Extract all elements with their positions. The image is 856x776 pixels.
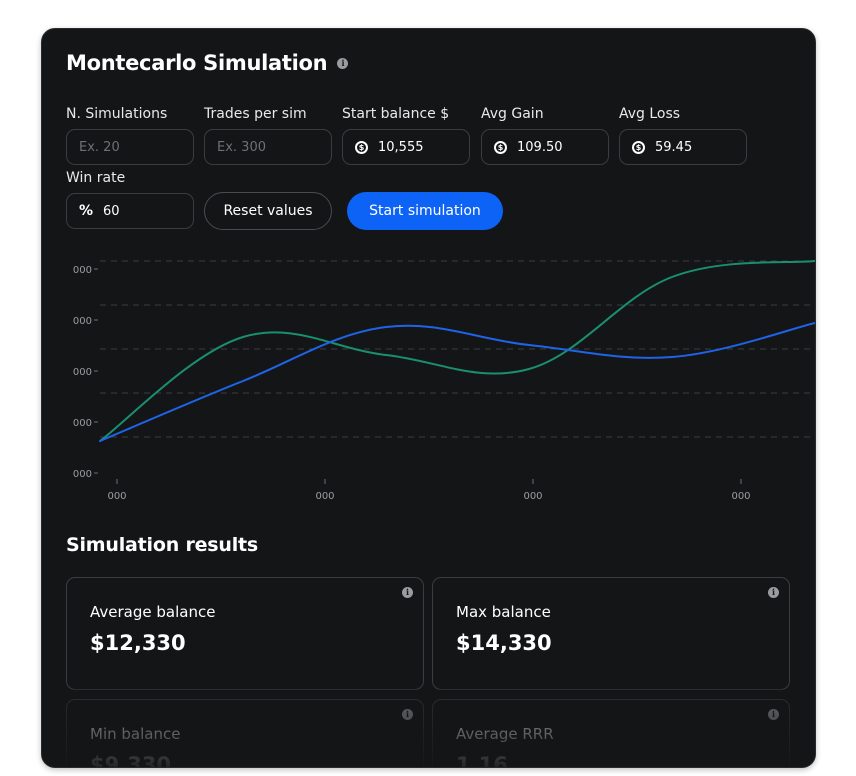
avg-gain-input[interactable] bbox=[517, 139, 608, 155]
card-value: $12,330 bbox=[90, 631, 186, 655]
chart-series bbox=[99, 260, 815, 442]
avg-loss-input[interactable] bbox=[655, 139, 746, 155]
info-icon[interactable]: i bbox=[768, 587, 779, 598]
x-tick-label: 000 bbox=[731, 491, 750, 502]
avg-gain-label: Avg Gain bbox=[481, 106, 544, 122]
min-balance-card: i Min balance $9,330 bbox=[66, 699, 424, 768]
y-axis-ticks: 000 000 000 000 000 bbox=[73, 265, 98, 480]
dollar-circle-icon: $ bbox=[494, 140, 507, 154]
max-balance-card: i Max balance $14,330 bbox=[432, 577, 790, 690]
info-icon[interactable]: i bbox=[768, 709, 779, 720]
start-balance-field: $ bbox=[342, 129, 470, 165]
card-label: Min balance bbox=[90, 725, 181, 743]
card-value: 1.16 bbox=[456, 753, 508, 768]
avg-loss-field: $ bbox=[619, 129, 747, 165]
reset-values-button[interactable]: Reset values bbox=[204, 192, 332, 230]
dollar-circle-icon: $ bbox=[632, 140, 645, 154]
win-rate-field: % bbox=[66, 193, 194, 229]
x-tick-label: 000 bbox=[107, 491, 126, 502]
y-tick-label: 000 bbox=[73, 367, 92, 378]
trades-per-sim-input[interactable] bbox=[217, 139, 331, 155]
dollar-circle-icon: $ bbox=[355, 140, 368, 154]
win-rate-input[interactable] bbox=[103, 203, 193, 219]
card-value: $14,330 bbox=[456, 631, 552, 655]
avg-loss-label: Avg Loss bbox=[619, 106, 681, 122]
x-tick-label: 000 bbox=[315, 491, 334, 502]
x-tick-label: 000 bbox=[523, 491, 542, 502]
win-rate-label: Win rate bbox=[66, 170, 126, 186]
start-simulation-button[interactable]: Start simulation bbox=[347, 192, 503, 230]
results-title: Simulation results bbox=[66, 534, 259, 556]
card-value: $9,330 bbox=[90, 753, 172, 768]
info-icon[interactable]: i bbox=[337, 57, 349, 69]
info-icon[interactable]: i bbox=[402, 587, 413, 598]
card-label: Average RRR bbox=[456, 725, 554, 743]
start-balance-input[interactable] bbox=[378, 139, 469, 155]
series-line-blue bbox=[99, 322, 815, 442]
page-title-text: Montecarlo Simulation bbox=[66, 51, 328, 75]
montecarlo-panel: Montecarlo Simulation i N. Simulations T… bbox=[41, 28, 816, 768]
start-balance-label: Start balance $ bbox=[342, 106, 450, 122]
card-label: Max balance bbox=[456, 603, 551, 621]
simulation-chart: 000 000 000 000 000 000 000 000 000 bbox=[73, 260, 815, 502]
percent-icon: % bbox=[79, 203, 94, 219]
trades-per-sim-field bbox=[204, 129, 332, 165]
n-simulations-label: N. Simulations bbox=[66, 106, 168, 122]
info-icon[interactable]: i bbox=[402, 709, 413, 720]
y-tick-label: 000 bbox=[73, 265, 92, 276]
y-tick-label: 000 bbox=[73, 469, 92, 480]
y-tick-label: 000 bbox=[73, 316, 92, 327]
average-rrr-card: i Average RRR 1.16 bbox=[432, 699, 790, 768]
n-simulations-input[interactable] bbox=[79, 139, 193, 155]
chart-grid bbox=[100, 260, 815, 438]
series-line-green bbox=[99, 260, 815, 442]
card-label: Average balance bbox=[90, 603, 216, 621]
trades-per-sim-label: Trades per sim bbox=[204, 106, 307, 122]
page-title: Montecarlo Simulation i bbox=[66, 51, 349, 75]
avg-gain-field: $ bbox=[481, 129, 609, 165]
x-axis-ticks: 000 000 000 000 bbox=[107, 479, 751, 502]
y-tick-label: 000 bbox=[73, 418, 92, 429]
n-simulations-field bbox=[66, 129, 194, 165]
average-balance-card: i Average balance $12,330 bbox=[66, 577, 424, 690]
